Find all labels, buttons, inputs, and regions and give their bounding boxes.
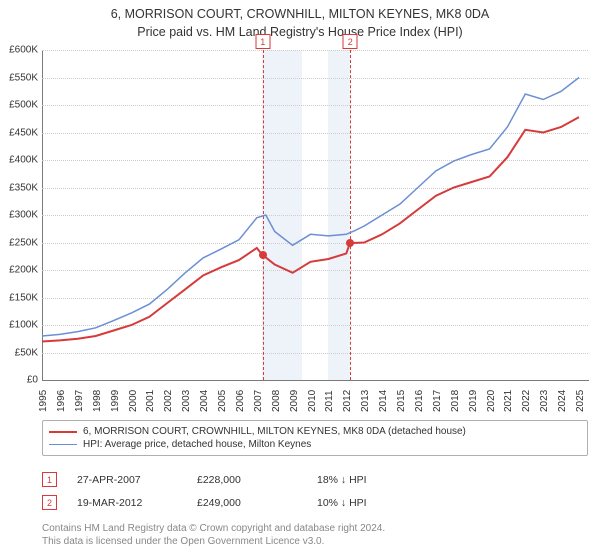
y-tick-label: £300K	[0, 210, 38, 221]
x-tick-label: 2025	[575, 390, 586, 412]
x-tick-label: 2009	[289, 390, 300, 412]
y-tick-label: £600K	[0, 45, 38, 56]
x-tick-label: 2000	[128, 390, 139, 412]
annotation-row: 2 19-MAR-2012£249,00010% ↓ HPI	[42, 491, 588, 514]
x-tick-label: 2017	[432, 390, 443, 412]
legend-row: HPI: Average price, detached house, Milt…	[49, 438, 581, 451]
legend: 6, MORRISON COURT, CROWNHILL, MILTON KEY…	[42, 420, 588, 456]
annotation-date: 27-APR-2007	[77, 474, 197, 486]
y-tick-label: £400K	[0, 155, 38, 166]
x-tick-label: 2004	[199, 390, 210, 412]
x-tick-label: 2012	[342, 390, 353, 412]
plot-area: 12 £0£50K£100K£150K£200K£250K£300K£350K£…	[42, 50, 588, 380]
x-tick-label: 1995	[38, 390, 49, 412]
annotation-delta: 10% ↓ HPI	[317, 497, 437, 509]
annotation-delta: 18% ↓ HPI	[317, 474, 437, 486]
legend-swatch	[49, 444, 77, 446]
sale-marker-label: 1	[255, 34, 270, 49]
x-tick-label: 2015	[396, 390, 407, 412]
x-tick-label: 2001	[145, 390, 156, 412]
annotation-number: 1	[42, 472, 57, 487]
annotation-row: 1 27-APR-2007£228,00018% ↓ HPI	[42, 468, 588, 491]
title-line-2: Price paid vs. HM Land Registry's House …	[137, 25, 462, 39]
legend-label: HPI: Average price, detached house, Milt…	[83, 439, 311, 450]
x-tick-label: 2008	[271, 390, 282, 412]
line-series-svg	[42, 50, 588, 380]
x-tick-label: 2022	[521, 390, 532, 412]
legend-swatch	[49, 431, 77, 433]
sale-dot	[346, 239, 354, 247]
x-tick-label: 2014	[378, 390, 389, 412]
legend-row: 6, MORRISON COURT, CROWNHILL, MILTON KEY…	[49, 425, 581, 438]
sale-dot	[259, 251, 267, 259]
x-tick-label: 2019	[468, 390, 479, 412]
chart-container: 6, MORRISON COURT, CROWNHILL, MILTON KEY…	[0, 0, 600, 560]
y-tick-label: £150K	[0, 292, 38, 303]
annotations-table: 1 27-APR-2007£228,00018% ↓ HPI 2 19-MAR-201…	[42, 468, 588, 514]
sale-marker-label: 2	[343, 34, 358, 49]
x-tick-label: 2002	[163, 390, 174, 412]
y-tick-label: £500K	[0, 100, 38, 111]
footer-line-2: This data is licensed under the Open Gov…	[42, 536, 324, 547]
x-tick-label: 1999	[110, 390, 121, 412]
y-tick-label: £50K	[0, 347, 38, 358]
x-tick-label: 2003	[181, 390, 192, 412]
y-tick-label: £0	[0, 375, 38, 386]
y-tick-label: £200K	[0, 265, 38, 276]
x-tick-label: 1998	[92, 390, 103, 412]
x-tick-label: 1997	[74, 390, 85, 412]
annotation-price: £228,000	[197, 474, 317, 486]
annotation-date: 19-MAR-2012	[77, 497, 197, 509]
annotation-price: £249,000	[197, 497, 317, 509]
x-tick-label: 2005	[217, 390, 228, 412]
x-tick-label: 1996	[56, 390, 67, 412]
title-line-1: 6, MORRISON COURT, CROWNHILL, MILTON KEY…	[111, 7, 490, 21]
x-tick-label: 2018	[450, 390, 461, 412]
x-tick-label: 2024	[557, 390, 568, 412]
y-tick-label: £550K	[0, 72, 38, 83]
y-tick-label: £350K	[0, 182, 38, 193]
legend-label: 6, MORRISON COURT, CROWNHILL, MILTON KEY…	[83, 426, 466, 437]
chart-title: 6, MORRISON COURT, CROWNHILL, MILTON KEY…	[0, 0, 600, 41]
x-tick-label: 2007	[253, 390, 264, 412]
x-tick-label: 2006	[235, 390, 246, 412]
x-tick-label: 2011	[324, 390, 335, 412]
annotation-number: 2	[42, 495, 57, 510]
y-tick-label: £100K	[0, 320, 38, 331]
x-tick-label: 2016	[414, 390, 425, 412]
series-hpi	[42, 78, 579, 337]
x-tick-label: 2023	[539, 390, 550, 412]
footer-attribution: Contains HM Land Registry data © Crown c…	[42, 522, 385, 548]
x-tick-label: 2020	[486, 390, 497, 412]
x-tick-label: 2010	[307, 390, 318, 412]
x-tick-label: 2013	[360, 390, 371, 412]
footer-line-1: Contains HM Land Registry data © Crown c…	[42, 523, 385, 534]
y-tick-label: £250K	[0, 237, 38, 248]
y-tick-label: £450K	[0, 127, 38, 138]
x-tick-label: 2021	[503, 390, 514, 412]
series-property	[42, 117, 579, 341]
